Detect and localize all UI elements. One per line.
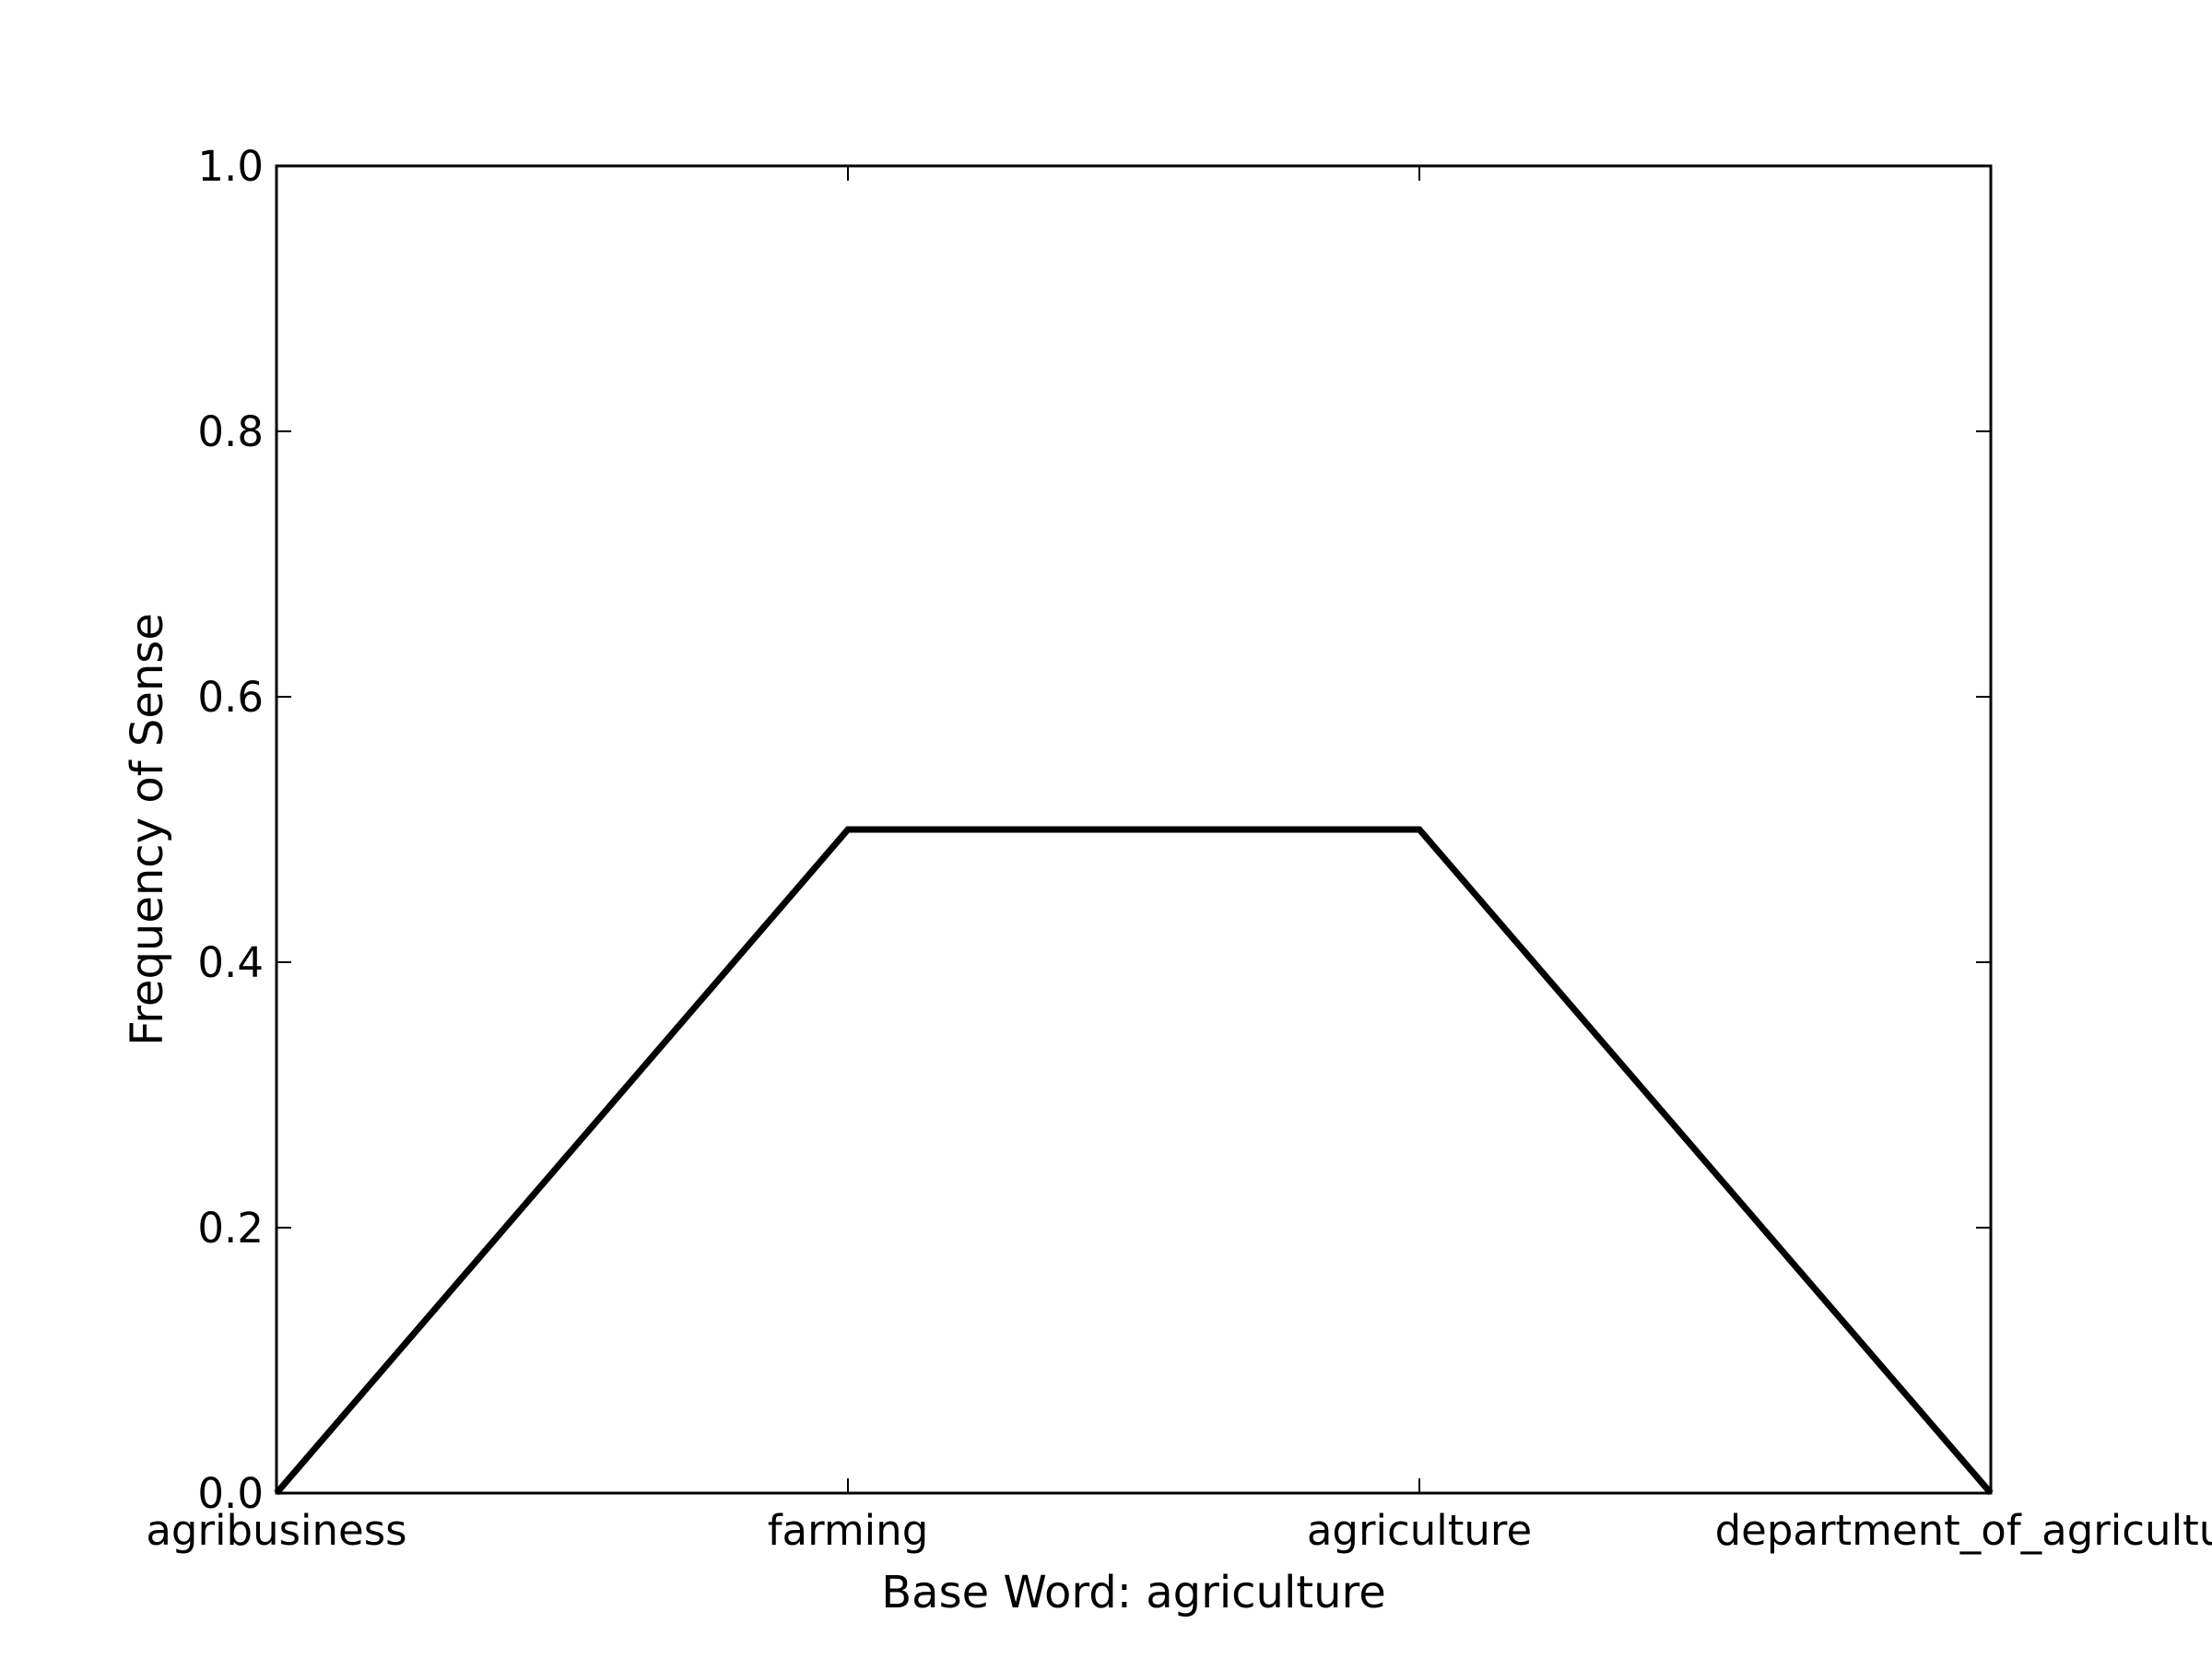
- plot-frame: [275, 164, 1993, 1495]
- x-tick-labels: agribusiness farming agriculture department…: [146, 1506, 2212, 1555]
- y-tick-label: 1.0: [197, 142, 264, 191]
- x-tick-label: farming: [768, 1506, 929, 1555]
- x-tick-label: agriculture: [1307, 1506, 1532, 1555]
- y-tick-label: 0.6: [197, 673, 264, 722]
- y-tick-label: 0.2: [197, 1204, 264, 1253]
- x-tick-label: department_of_agriculture: [1715, 1506, 2212, 1555]
- series-line: [274, 826, 1994, 1496]
- y-tick-label: 0.8: [197, 407, 264, 456]
- series: [274, 826, 1994, 1496]
- x-axis-label: Base Word: agriculture: [881, 1567, 1386, 1618]
- y-tick-label: 0.4: [197, 938, 264, 987]
- x-tick-label: agribusiness: [146, 1506, 406, 1555]
- y-tick-label: 0.0: [197, 1469, 264, 1518]
- y-axis-label: Frequency of Sense: [122, 613, 173, 1046]
- y-tick-labels: 0.0 0.2 0.4 0.6 0.8 1.0: [197, 142, 264, 1518]
